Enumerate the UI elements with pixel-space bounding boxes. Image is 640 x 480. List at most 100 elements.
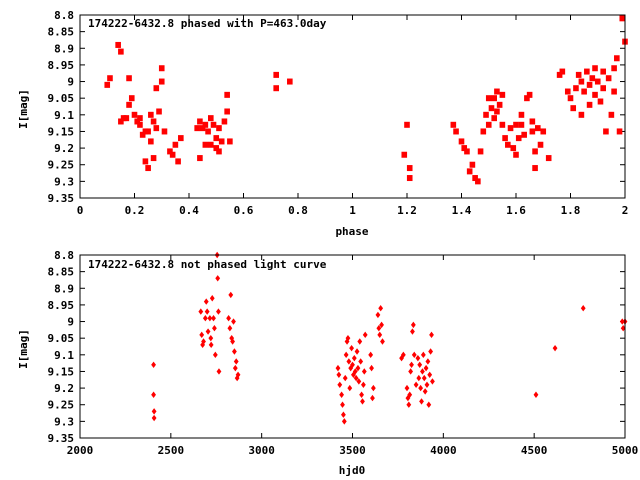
phased-data-point: [616, 128, 623, 135]
phased-data-point: [224, 91, 230, 98]
phased-data-point: [406, 175, 413, 182]
unphased-data-point: [421, 374, 427, 382]
phased-y-tick-label: 8.9: [54, 42, 74, 55]
phased-data-point: [586, 101, 593, 108]
unphased-data-point: [409, 361, 414, 368]
phased-data-point: [139, 131, 146, 138]
phased-data-point: [126, 75, 132, 82]
unphased-data-point: [619, 318, 625, 325]
phased-data-point: [578, 111, 585, 118]
phased-y-ticks: 8.8 8.85 8.9 8.95 9 9.05 9.1 9.15 9.2 9.25 9.3 9.35: [48, 9, 625, 205]
phased-data-point: [483, 111, 489, 118]
unphased-data-point: [427, 371, 433, 378]
unphased-data-point: [230, 338, 235, 345]
unphased-data-point: [151, 414, 157, 422]
phased-data-point: [502, 135, 508, 142]
phased-data-point: [494, 88, 500, 95]
phased-data-point: [600, 68, 606, 75]
phased-data-point: [213, 145, 220, 152]
unphased-data-point: [423, 364, 429, 372]
unphased-data-point: [361, 368, 367, 375]
unphased-data-point: [227, 325, 233, 332]
unphased-data-point: [203, 298, 209, 305]
unphased-data-point: [208, 334, 214, 342]
phased-data-point: [485, 95, 492, 102]
unphased-x-tick-label: 4500: [521, 444, 548, 457]
unphased-data-point: [341, 418, 347, 425]
unphased-data-point: [336, 371, 342, 378]
unphased-y-tick-label: 9.1: [54, 349, 74, 362]
unphased-data-point: [426, 401, 432, 408]
phased-data-point: [197, 155, 203, 162]
phased-data-point: [513, 151, 519, 158]
unphased-data-point: [424, 381, 430, 388]
phased-data-point: [401, 151, 408, 158]
phased-data-point: [169, 151, 176, 158]
phased-data-point: [564, 88, 571, 95]
phased-data-point: [194, 125, 200, 132]
phased-data-point: [156, 108, 162, 115]
unphased-y-axis-label: I[mag]: [17, 329, 30, 369]
unphased-data-point: [428, 348, 434, 355]
phased-data-point: [404, 121, 410, 128]
unphased-data-point: [378, 305, 384, 312]
unphased-data-point: [208, 341, 214, 349]
unphased-data-point: [418, 384, 424, 392]
unphased-data-point: [234, 374, 240, 382]
phased-x-tick-label: 2: [622, 204, 629, 217]
unphased-data-point: [354, 348, 360, 355]
phased-data-point: [526, 91, 533, 98]
phased-data-point: [175, 158, 181, 165]
phased-data-point: [584, 68, 590, 75]
unphased-data-point: [205, 328, 211, 335]
unphased-data-point: [419, 398, 424, 405]
unphased-data-point: [417, 361, 423, 368]
unphased-data-point: [380, 338, 385, 345]
unphased-data-point: [361, 381, 366, 388]
unphased-y-tick-label: 9.25: [48, 399, 75, 412]
phased-data-point: [216, 125, 222, 132]
phased-y-tick-label: 9.1: [54, 109, 74, 122]
unphased-data-point: [400, 351, 406, 359]
phased-data-point: [107, 75, 113, 82]
unphased-data-point: [347, 384, 353, 392]
unphased-data-point: [341, 411, 346, 418]
phased-data-point: [464, 148, 470, 155]
phased-data-point: [406, 165, 413, 172]
unphased-data-point: [232, 364, 238, 372]
phased-data-point: [153, 85, 160, 92]
unphased-x-tick-label: 2000: [67, 444, 94, 457]
phased-data-point: [575, 71, 582, 78]
unphased-y-tick-label: 8.8: [54, 249, 74, 262]
phased-data-point: [491, 95, 497, 102]
unphased-data-point: [335, 364, 341, 372]
phased-data-point: [134, 118, 141, 125]
unphased-data-point: [198, 308, 204, 315]
phased-data-point: [210, 121, 217, 128]
unphased-data-point: [151, 361, 156, 368]
unphased-data-point: [410, 328, 415, 335]
phased-data-point: [148, 111, 154, 118]
phased-data-point: [458, 138, 465, 145]
phased-data-point: [611, 88, 617, 95]
unphased-data-point: [359, 391, 364, 398]
phased-data-point: [172, 141, 179, 148]
unphased-data-point: [358, 358, 364, 365]
unphased-data-point: [228, 291, 234, 299]
phased-data-point: [118, 48, 124, 55]
phased-data-point: [556, 71, 563, 78]
unphased-data-point: [370, 384, 376, 392]
phased-data-point: [592, 65, 598, 72]
phased-data-point: [477, 148, 484, 155]
unphased-data-point: [151, 408, 157, 415]
unphased-x-ticks: 2000 2500 3000 3500 4000 4500 5000: [67, 255, 638, 457]
phased-data-point: [218, 138, 225, 145]
unphased-data-point: [416, 374, 422, 382]
phased-data-point: [485, 121, 492, 128]
phased-data-point: [123, 115, 130, 122]
phased-data-point: [453, 128, 459, 135]
phased-y-tick-label: 9.25: [48, 159, 75, 172]
phased-data-point: [611, 65, 617, 72]
unphased-data-point: [410, 321, 416, 329]
phased-data-point: [570, 105, 577, 112]
